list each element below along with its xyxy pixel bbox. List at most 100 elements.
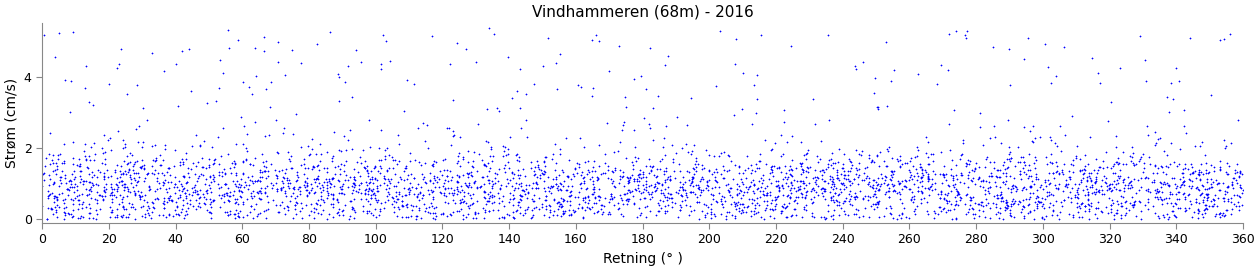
Point bbox=[617, 191, 637, 195]
Point bbox=[731, 208, 752, 213]
Point bbox=[166, 185, 186, 189]
Point bbox=[701, 210, 721, 215]
Point bbox=[1046, 74, 1066, 78]
Point bbox=[1109, 168, 1129, 173]
Point bbox=[1173, 183, 1194, 187]
Point bbox=[794, 207, 815, 212]
Point bbox=[951, 152, 971, 157]
Point bbox=[1195, 203, 1215, 207]
Point bbox=[1054, 198, 1074, 202]
Point bbox=[928, 192, 948, 196]
Point bbox=[45, 208, 65, 212]
Point bbox=[458, 212, 478, 216]
Point bbox=[1013, 184, 1034, 189]
Point bbox=[735, 185, 755, 189]
Point bbox=[1083, 56, 1103, 60]
Point bbox=[73, 181, 93, 186]
Point bbox=[604, 184, 624, 188]
Point bbox=[759, 170, 779, 175]
Point bbox=[424, 174, 444, 178]
Point bbox=[394, 186, 414, 190]
Point bbox=[426, 159, 446, 164]
Point bbox=[616, 95, 636, 99]
Point bbox=[1153, 170, 1173, 174]
Point bbox=[534, 172, 554, 176]
Point bbox=[832, 166, 852, 170]
Point bbox=[519, 182, 539, 187]
Point bbox=[888, 159, 908, 163]
Point bbox=[951, 195, 971, 200]
Point bbox=[433, 158, 453, 163]
Point bbox=[866, 195, 886, 200]
Point bbox=[1199, 195, 1219, 199]
Point bbox=[322, 215, 342, 220]
Point bbox=[371, 128, 392, 132]
Point bbox=[905, 212, 925, 216]
Point bbox=[272, 200, 292, 205]
Point bbox=[1017, 36, 1037, 40]
Point bbox=[714, 176, 734, 180]
Point bbox=[1026, 174, 1046, 179]
Point bbox=[614, 191, 635, 196]
Point bbox=[1027, 204, 1047, 208]
Point bbox=[307, 163, 327, 167]
Point bbox=[225, 171, 246, 175]
Point bbox=[458, 184, 478, 189]
Point bbox=[340, 175, 360, 179]
Point bbox=[126, 183, 146, 187]
Point bbox=[1173, 180, 1194, 184]
Point bbox=[1182, 214, 1202, 219]
Point bbox=[1217, 185, 1238, 190]
Point bbox=[1097, 181, 1117, 185]
Point bbox=[998, 47, 1019, 51]
Point bbox=[1161, 81, 1181, 85]
Point bbox=[288, 187, 308, 191]
Point bbox=[573, 216, 593, 220]
Point bbox=[755, 208, 776, 212]
Point bbox=[1215, 146, 1235, 150]
Point bbox=[86, 182, 106, 186]
Point bbox=[506, 153, 526, 157]
Point bbox=[312, 208, 332, 212]
Point bbox=[102, 193, 122, 198]
Point bbox=[768, 179, 788, 184]
Point bbox=[475, 208, 495, 212]
Point bbox=[1075, 204, 1095, 208]
Point bbox=[940, 189, 961, 194]
Point bbox=[964, 167, 985, 171]
Point bbox=[279, 157, 300, 161]
Point bbox=[579, 207, 599, 211]
Point bbox=[278, 150, 298, 154]
Point bbox=[847, 167, 867, 172]
Point bbox=[879, 189, 899, 193]
Point bbox=[84, 157, 104, 162]
Point bbox=[1115, 206, 1136, 210]
Point bbox=[317, 186, 337, 190]
Point bbox=[828, 147, 849, 151]
Point bbox=[602, 194, 622, 198]
Point bbox=[267, 173, 287, 177]
Point bbox=[573, 198, 593, 202]
Point bbox=[1153, 182, 1173, 186]
Point bbox=[345, 210, 365, 214]
Point bbox=[1195, 211, 1215, 215]
Point bbox=[1002, 183, 1022, 188]
Point bbox=[334, 134, 354, 138]
Point bbox=[534, 160, 554, 164]
Point bbox=[273, 185, 293, 189]
Point bbox=[556, 136, 577, 140]
Point bbox=[549, 206, 569, 211]
Point bbox=[558, 174, 578, 179]
Point bbox=[170, 193, 190, 197]
Point bbox=[1105, 187, 1126, 191]
Point bbox=[669, 162, 689, 166]
Point bbox=[317, 170, 337, 174]
Point bbox=[849, 182, 869, 186]
Point bbox=[253, 160, 273, 164]
Point bbox=[810, 157, 830, 162]
Point bbox=[807, 154, 827, 158]
Point bbox=[667, 115, 687, 119]
Point bbox=[193, 165, 213, 169]
Point bbox=[409, 198, 429, 202]
Point bbox=[827, 176, 847, 180]
